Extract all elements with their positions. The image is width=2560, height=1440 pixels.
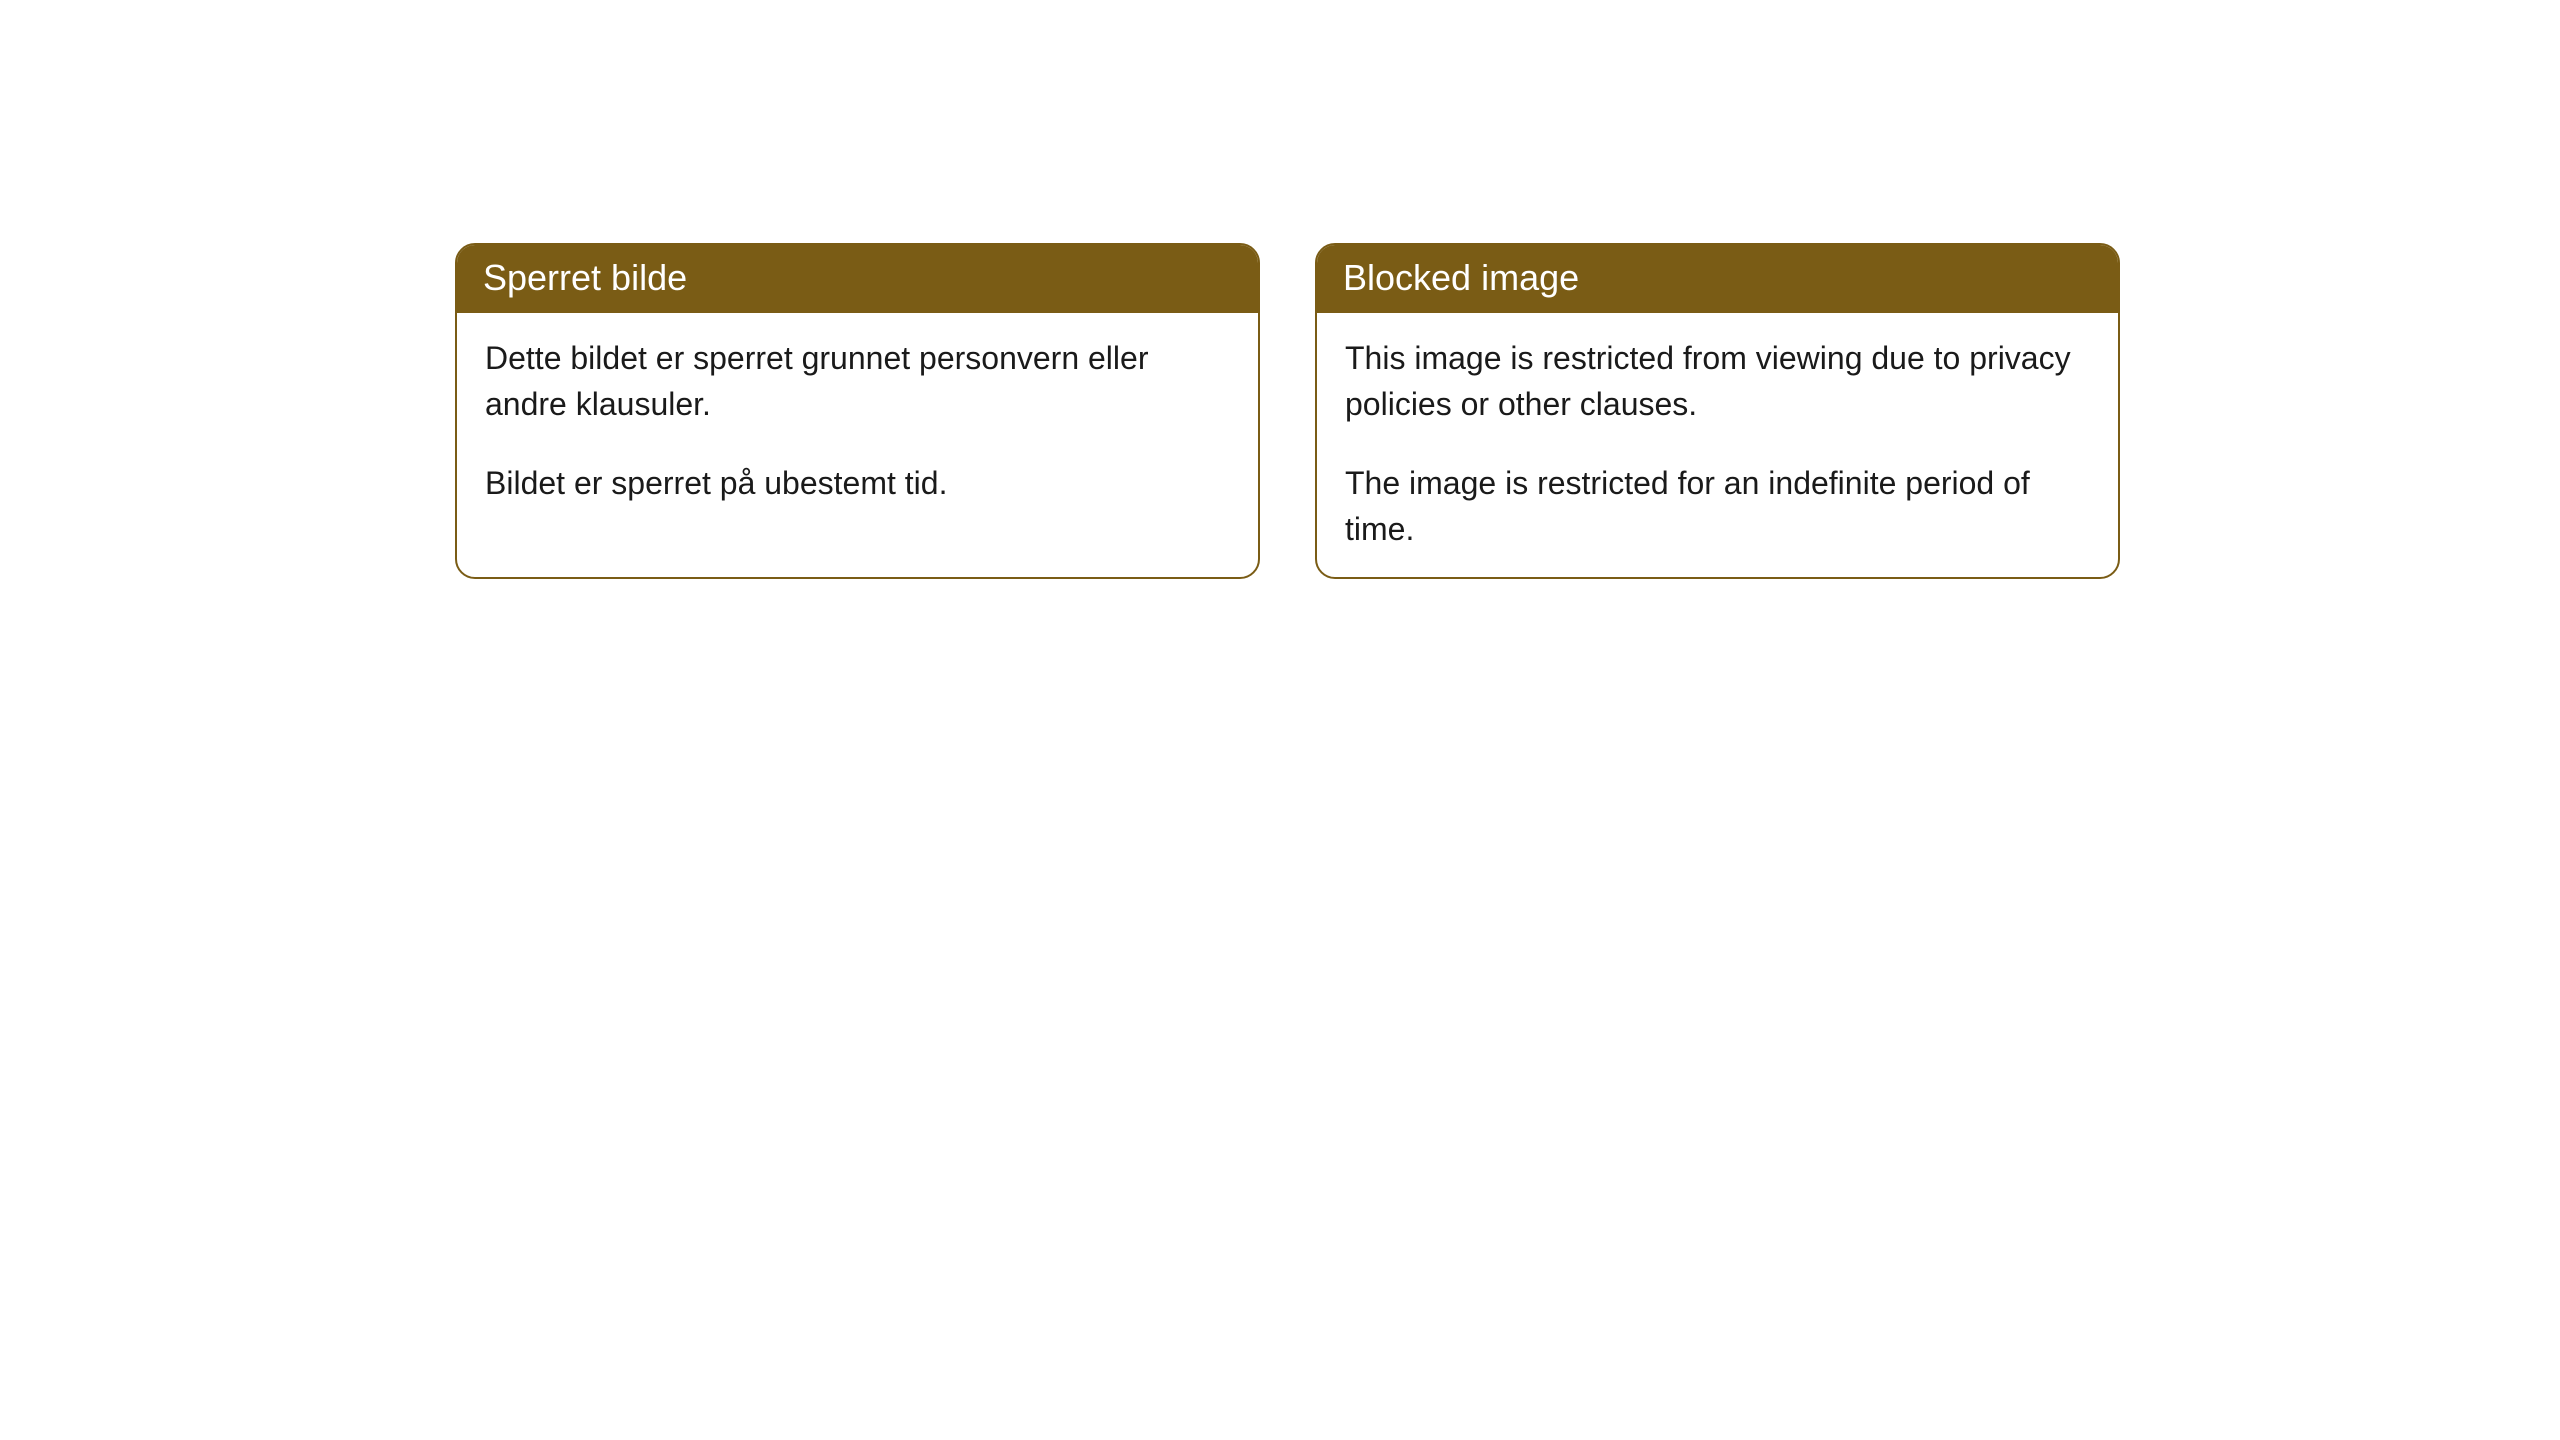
notice-text-norwegian-1: Dette bildet er sperret grunnet personve… (485, 335, 1230, 428)
card-body-english: This image is restricted from viewing du… (1317, 313, 2118, 577)
notice-text-norwegian-2: Bildet er sperret på ubestemt tid. (485, 460, 1230, 506)
notice-text-english-1: This image is restricted from viewing du… (1345, 335, 2090, 428)
blocked-image-card-english: Blocked image This image is restricted f… (1315, 243, 2120, 579)
card-title-english: Blocked image (1317, 245, 2118, 313)
card-body-norwegian: Dette bildet er sperret grunnet personve… (457, 313, 1258, 544)
notice-cards-container: Sperret bilde Dette bildet er sperret gr… (0, 0, 2560, 579)
notice-text-english-2: The image is restricted for an indefinit… (1345, 460, 2090, 553)
blocked-image-card-norwegian: Sperret bilde Dette bildet er sperret gr… (455, 243, 1260, 579)
card-title-norwegian: Sperret bilde (457, 245, 1258, 313)
